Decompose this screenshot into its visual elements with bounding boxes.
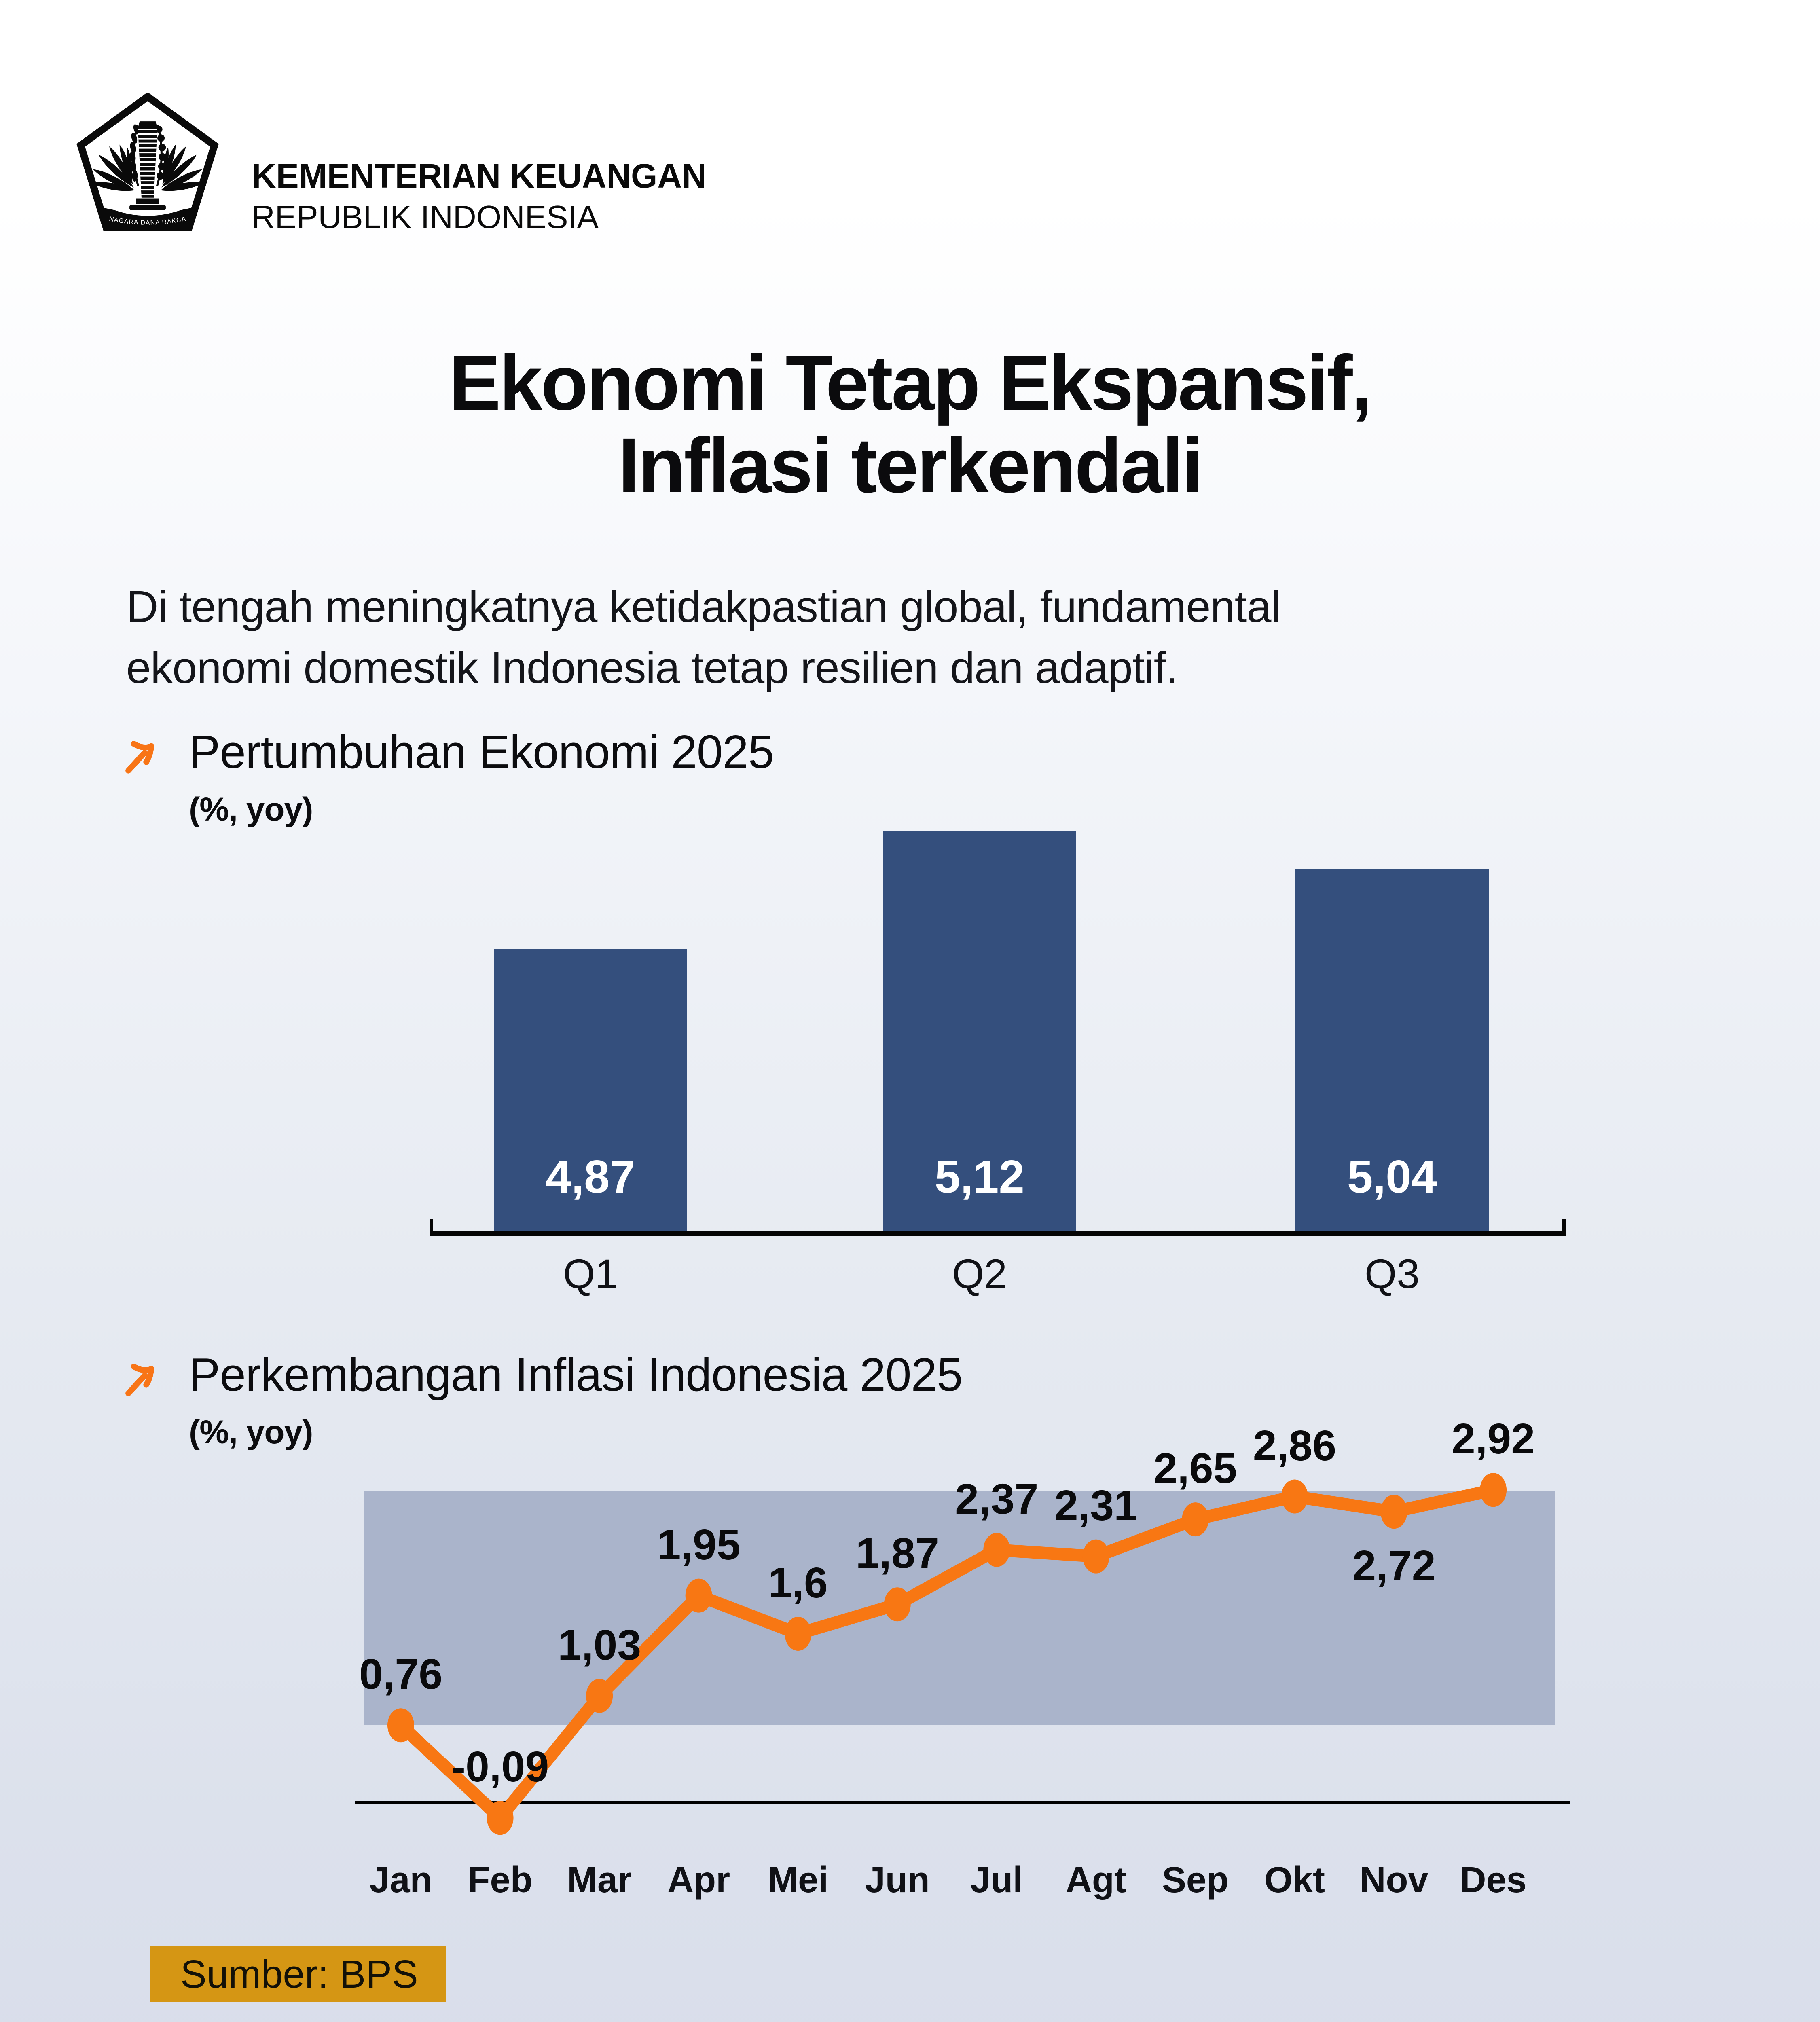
line-point <box>1281 1479 1308 1514</box>
line-point <box>1082 1539 1109 1574</box>
month-label: Apr <box>667 1860 730 1900</box>
point-value-label: 2,65 <box>1153 1445 1237 1493</box>
inflation-line-svg <box>387 1473 1507 1835</box>
inflation-zero-axis <box>355 1801 1570 1804</box>
point-value-label: 2,31 <box>1054 1481 1138 1529</box>
line-point <box>1182 1502 1209 1537</box>
page-title: Ekonomi Tetap Ekspansif, Inflasi terkend… <box>0 342 1820 507</box>
line-point <box>487 1801 514 1835</box>
line-path <box>394 1483 1500 1824</box>
page-title-line1: Ekonomi Tetap Ekspansif, <box>449 339 1373 426</box>
section-heading-inflation: Perkembangan Inflasi Indonesia 2025 <box>189 1348 963 1401</box>
month-label: Mar <box>567 1860 632 1900</box>
bar-category-label: Q3 <box>1364 1251 1420 1297</box>
source-badge: Sumber: BPS <box>150 1946 446 2002</box>
month-label: Agt <box>1065 1860 1126 1900</box>
month-label: Mei <box>768 1860 829 1900</box>
page-title-line2: Inflasi terkendali <box>618 422 1203 509</box>
ministry-name: KEMENTERIAN KEUANGAN <box>252 157 707 195</box>
line-point <box>1480 1473 1507 1507</box>
bar-category-label: Q2 <box>952 1251 1007 1297</box>
growth-x-axis <box>430 1231 1566 1236</box>
month-label: Des <box>1460 1860 1527 1900</box>
growth-axis-tick-left <box>430 1219 433 1236</box>
trend-arrow-icon <box>125 741 154 774</box>
month-label: Jun <box>865 1860 930 1900</box>
inflation-unit-label: (%, yoy) <box>189 1414 313 1451</box>
bar: 5,04 <box>1295 869 1489 1236</box>
point-value-label: 2,72 <box>1352 1542 1436 1590</box>
month-label: Nov <box>1359 1860 1428 1900</box>
bar-category-label: Q1 <box>563 1251 618 1297</box>
point-value-label: 1,95 <box>657 1521 741 1569</box>
month-label: Sep <box>1162 1860 1229 1900</box>
month-label: Okt <box>1264 1860 1325 1900</box>
month-label: Feb <box>468 1860 533 1900</box>
line-point <box>983 1533 1010 1567</box>
month-label: Jul <box>970 1860 1023 1900</box>
line-point <box>685 1578 712 1613</box>
line-point <box>785 1616 812 1651</box>
point-value-label: 1,6 <box>768 1559 828 1607</box>
section-heading-growth: Pertumbuhan Ekonomi 2025 <box>189 725 774 778</box>
growth-axis-tick-right <box>1562 1219 1566 1236</box>
subtitle: Di tengah meningkatnya ketidakpastian gl… <box>126 576 1461 698</box>
bar: 5,12 <box>883 831 1076 1236</box>
kemenkeu-logo-icon: NAGARA DANA RAKCA <box>76 93 219 231</box>
point-value-label: 1,87 <box>855 1529 939 1578</box>
bar-value-label: 5,12 <box>935 1151 1024 1203</box>
subtitle-line2: ekonomi domestik Indonesia tetap resilie… <box>126 643 1178 693</box>
bar: 4,87 <box>494 949 687 1236</box>
point-value-label: 2,86 <box>1253 1421 1337 1470</box>
republic-name: REPUBLIK INDONESIA <box>252 199 599 235</box>
point-value-label: 2,37 <box>955 1475 1039 1523</box>
point-value-label: 1,03 <box>557 1621 641 1669</box>
line-point <box>1380 1495 1407 1529</box>
line-point <box>586 1679 613 1713</box>
line-point <box>884 1587 911 1622</box>
line-point <box>387 1708 414 1743</box>
point-value-label: 0,76 <box>359 1650 443 1698</box>
subtitle-line1: Di tengah meningkatnya ketidakpastian gl… <box>126 582 1281 632</box>
growth-unit-label: (%, yoy) <box>189 791 313 828</box>
trend-arrow-icon <box>125 1364 154 1396</box>
month-label: Jan <box>369 1860 432 1900</box>
bar-value-label: 5,04 <box>1347 1151 1437 1203</box>
inflation-highlight-band <box>364 1491 1555 1725</box>
bar-value-label: 4,87 <box>546 1151 635 1203</box>
point-value-label: -0,09 <box>451 1743 549 1791</box>
point-value-label: 2,92 <box>1451 1415 1535 1463</box>
